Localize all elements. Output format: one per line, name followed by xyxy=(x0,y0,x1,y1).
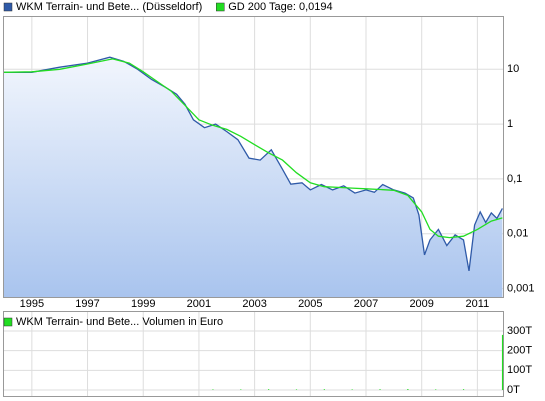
bar xyxy=(240,389,242,390)
legend-label: GD 200 Tage: 0,0194 xyxy=(228,1,332,13)
legend-swatch xyxy=(216,2,225,12)
y-tick-label: 200T xyxy=(507,345,532,357)
y-tick-label: 1 xyxy=(507,118,513,130)
legend-swatch xyxy=(3,317,13,327)
price-area xyxy=(4,57,503,298)
y-tick-label: 10 xyxy=(507,63,519,75)
bar xyxy=(212,389,214,390)
bar xyxy=(501,334,504,390)
bar xyxy=(435,389,437,390)
bar xyxy=(351,389,353,390)
bar xyxy=(295,389,298,390)
legend-label: WKM Terrain- und Bete... Volumen in Euro xyxy=(16,316,223,328)
x-tick-label: 2009 xyxy=(409,298,433,310)
x-tick-label: 1999 xyxy=(131,298,155,310)
y-tick-label: 0,01 xyxy=(507,228,528,240)
y-tick-label: 0,001 xyxy=(507,282,535,294)
x-tick-label: 1995 xyxy=(20,298,44,310)
x-tick-label: 2003 xyxy=(242,298,266,310)
bar xyxy=(462,389,465,390)
x-tick-label: 1997 xyxy=(75,298,99,310)
y-tick-label: 300T xyxy=(507,325,532,337)
x-tick-label: 2005 xyxy=(298,298,322,310)
y-tick-label: 0T xyxy=(507,384,520,396)
x-tick-label: 2001 xyxy=(187,298,211,310)
line xyxy=(3,58,503,239)
bar xyxy=(323,389,325,390)
legend-swatch xyxy=(3,2,13,12)
x-tick-label: 2007 xyxy=(354,298,378,310)
x-tick-label: 2011 xyxy=(466,298,490,310)
legend-label: WKM Terrain- und Bete... (Düsseldorf) xyxy=(16,1,202,13)
bar xyxy=(407,389,409,390)
y-tick-label: 100T xyxy=(507,364,532,376)
y-tick-label: 0,1 xyxy=(507,173,522,185)
volume-frame xyxy=(3,311,504,397)
bar xyxy=(268,389,270,390)
bar xyxy=(379,389,381,390)
